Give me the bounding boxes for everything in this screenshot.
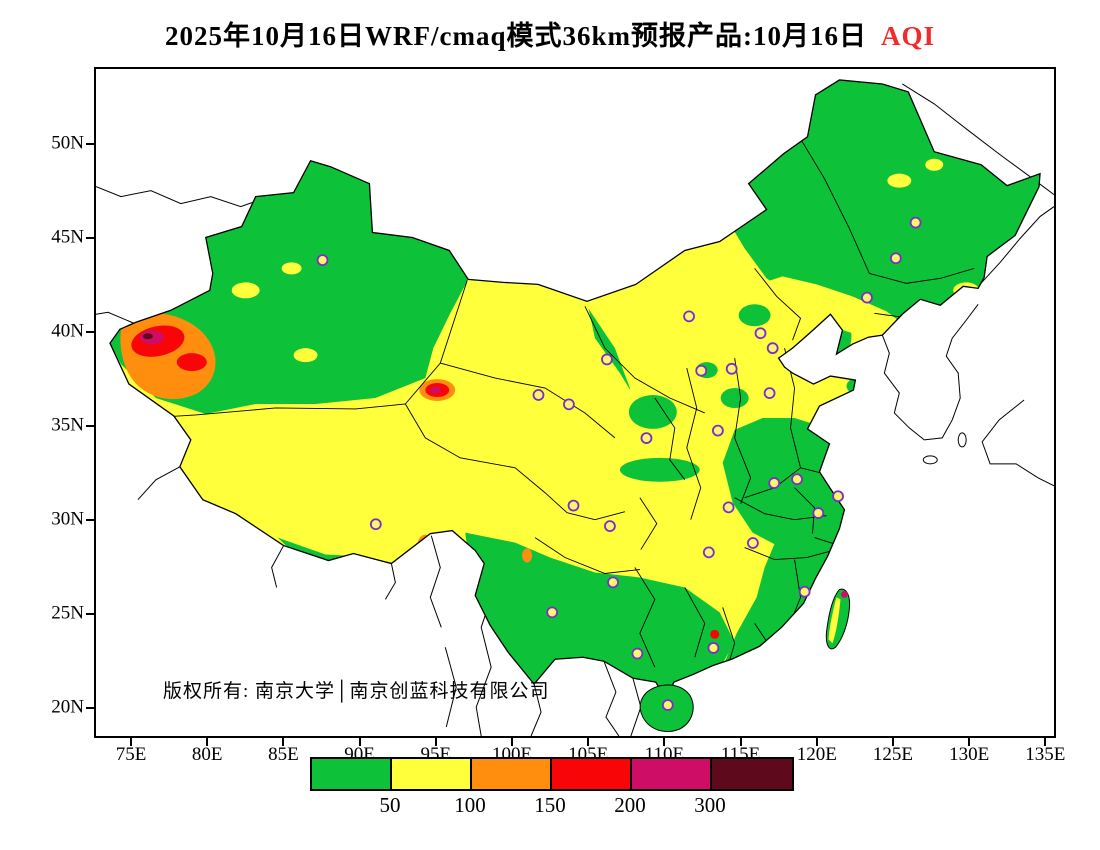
lon-tick-mark xyxy=(815,738,818,746)
station-marker xyxy=(766,342,779,355)
station-marker xyxy=(747,537,759,549)
station-marker xyxy=(791,473,803,486)
lon-tick-label: 75E xyxy=(115,744,147,765)
lon-tick-mark xyxy=(1044,738,1047,746)
copyright-text: 版权所有: 南京大学│南京创蓝科技有限公司 xyxy=(163,681,550,702)
legend-swatch-red xyxy=(552,759,632,789)
lon-tick-mark xyxy=(587,738,590,746)
title-main: 2025年10月16日WRF/cmaq模式36km预报产品:10月16日 xyxy=(165,21,867,51)
lon-tick-mark xyxy=(968,738,971,746)
china-aqi-map xyxy=(96,69,1054,736)
lon-tick-mark xyxy=(282,738,285,746)
lat-tick-mark xyxy=(86,237,94,240)
legend-break-label: 200 xyxy=(614,793,646,817)
station-marker xyxy=(702,546,715,559)
hotspot-red-pearl-delta xyxy=(710,629,720,639)
hotspot-red-west-xinjiang-2 xyxy=(176,353,207,372)
legend-break-label: 50 xyxy=(379,793,401,817)
station-marker xyxy=(832,490,844,503)
hotspot-magenta-north-taiwan xyxy=(840,590,848,598)
lat-tick-mark xyxy=(86,331,94,334)
station-marker xyxy=(707,642,720,654)
station-marker xyxy=(567,499,580,512)
station-marker xyxy=(369,518,382,531)
station-marker xyxy=(725,362,738,375)
lat-tick-label: 35N xyxy=(51,414,84,436)
lat-tick-label: 20N xyxy=(51,696,84,718)
station-marker xyxy=(604,520,616,533)
lon-tick-label: 120E xyxy=(796,744,837,765)
station-marker xyxy=(712,424,724,437)
station-marker xyxy=(601,353,613,366)
station-marker xyxy=(563,398,575,411)
legend-swatch-magenta xyxy=(632,759,712,789)
lon-tick-label: 80E xyxy=(191,744,223,765)
station-marker xyxy=(861,291,873,304)
station-marker xyxy=(812,507,825,519)
station-marker xyxy=(661,699,674,711)
lon-tick-mark xyxy=(511,738,513,746)
station-marker xyxy=(768,477,781,489)
station-marker xyxy=(763,387,776,400)
lon-tick-mark xyxy=(739,738,742,746)
lon-tick-mark xyxy=(663,738,666,746)
lon-tick-label: 125E xyxy=(872,744,913,765)
legend-swatch-orange xyxy=(472,759,552,789)
station-marker xyxy=(889,252,902,265)
aqi-hotspot-regions xyxy=(120,313,847,639)
lat-tick-mark xyxy=(86,519,94,521)
lat-tick-mark xyxy=(86,143,94,146)
legend-break-label: 100 xyxy=(454,793,486,817)
title-aqi-label: AQI xyxy=(880,21,935,51)
lat-tick-mark xyxy=(86,706,94,709)
map-plot-area xyxy=(94,67,1056,738)
lat-tick-mark xyxy=(86,612,94,615)
china-national-border xyxy=(109,79,1041,703)
station-marker xyxy=(909,216,922,229)
station-marker xyxy=(532,389,545,401)
lon-tick-mark xyxy=(130,738,133,746)
lon-tick-mark xyxy=(434,738,437,746)
taiwan-island xyxy=(825,588,851,650)
page-title: 2025年10月16日WRF/cmaq模式36km预报产品:10月16日 AQI xyxy=(0,14,1100,53)
lon-tick-mark xyxy=(891,738,894,746)
lat-tick-label: 45N xyxy=(51,226,84,248)
hotspot-orange-northwest-yunnan xyxy=(522,548,533,563)
station-marker xyxy=(695,364,708,377)
lon-tick-mark xyxy=(206,738,209,746)
legend-break-label: 300 xyxy=(694,793,726,817)
legend-swatch-maroon xyxy=(712,759,792,789)
station-marker xyxy=(546,606,559,619)
legend-break-label: 150 xyxy=(534,793,566,817)
lat-tick-label: 50N xyxy=(51,132,84,154)
lon-tick-mark xyxy=(358,738,361,746)
lon-tick-label: 130E xyxy=(949,744,990,765)
station-marker xyxy=(722,501,735,514)
station-marker xyxy=(607,576,619,589)
station-marker xyxy=(631,647,644,660)
hotspot-magenta-qaidam xyxy=(429,386,441,394)
station-marker xyxy=(316,254,329,267)
station-marker xyxy=(640,432,653,444)
lat-tick-mark xyxy=(86,425,94,428)
legend-bar xyxy=(310,757,794,791)
legend-swatch-green xyxy=(312,759,392,789)
lat-tick-label: 40N xyxy=(51,320,84,342)
aqi-color-legend: 50 100 150 200 300 xyxy=(310,757,794,817)
lon-tick-label: 135E xyxy=(1025,744,1066,765)
lon-tick-label: 85E xyxy=(268,744,299,765)
station-marker xyxy=(798,585,811,598)
lat-tick-label: 30N xyxy=(51,508,84,530)
hotspot-maroon-west-xinjiang xyxy=(142,333,153,340)
station-markers xyxy=(316,216,922,711)
station-marker xyxy=(683,310,695,323)
legend-swatch-yellow xyxy=(392,759,472,789)
lat-tick-label: 25N xyxy=(51,602,84,624)
station-marker xyxy=(754,327,767,340)
